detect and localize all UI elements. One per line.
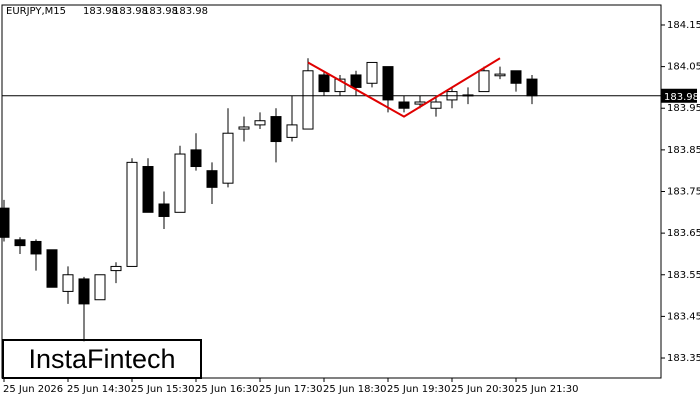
candle-body [478, 70, 490, 93]
candle-body [206, 170, 218, 188]
last-price-label: 183.98 [664, 92, 699, 103]
x-tick-label: 25 Jun 21:30 [515, 384, 579, 395]
candle-body [366, 61, 378, 84]
x-tick-label: 25 Jun 17:30 [259, 384, 323, 395]
header-value: 183.98 [173, 6, 208, 17]
x-tick-label: 25 Jun 15:30 [131, 384, 195, 395]
candle-body [270, 116, 282, 143]
candle-body [430, 101, 442, 109]
candle-body [398, 101, 410, 109]
candle-body [142, 166, 154, 213]
candle-body [190, 149, 202, 168]
candle-body [158, 203, 170, 217]
header-value: 183.98 [143, 6, 178, 17]
x-tick-label: 25 Jun 20:30 [451, 384, 515, 395]
y-tick-label: 183.75 [667, 187, 700, 198]
x-tick-label: 25 Jun 2026 [3, 384, 63, 395]
y-tick-label: 183.35 [667, 353, 700, 364]
y-tick-label: 183.45 [667, 311, 700, 322]
candle-body [494, 73, 506, 77]
candle-body [286, 124, 298, 138]
candle-body [222, 132, 234, 184]
y-tick-label: 183.55 [667, 270, 700, 281]
candle-body [318, 74, 330, 93]
y-tick-label: 184.15 [667, 20, 700, 31]
candle-body [238, 126, 250, 130]
watermark-box [2, 339, 202, 379]
candle-body [0, 207, 10, 238]
candle-body [30, 240, 42, 255]
candle-body [94, 274, 106, 301]
pattern-line [307, 57, 501, 118]
candle-body [174, 153, 186, 213]
candle-body [62, 274, 74, 292]
candle-body [126, 161, 138, 267]
header-value: 183.98 [113, 6, 148, 17]
y-tick-label: 183.95 [667, 103, 700, 114]
candle-body [78, 278, 90, 305]
candle-body [526, 78, 538, 97]
candle-body [350, 74, 362, 88]
candle-body [302, 70, 314, 130]
symbol: EURJPY,M15 [6, 6, 66, 17]
candle-body [110, 265, 122, 272]
x-tick-label: 25 Jun 16:30 [195, 384, 259, 395]
candle-body [382, 66, 394, 101]
candle-body [254, 120, 266, 126]
x-tick-label: 25 Jun 19:30 [387, 384, 451, 395]
y-tick-label: 184.05 [667, 62, 700, 73]
x-tick-label: 25 Jun 14:30 [67, 384, 131, 395]
candle-body [334, 78, 346, 93]
x-tick-label: 25 Jun 18:30 [323, 384, 387, 395]
header-value: 183.98 [83, 6, 118, 17]
y-tick-label: 183.85 [667, 145, 700, 156]
y-tick-label: 183.65 [667, 228, 700, 239]
last-price-box [661, 88, 697, 103]
watermark: InstaFintech [28, 344, 175, 374]
candle-body [46, 249, 58, 288]
candle-body [14, 239, 26, 247]
candle-body [510, 70, 522, 84]
